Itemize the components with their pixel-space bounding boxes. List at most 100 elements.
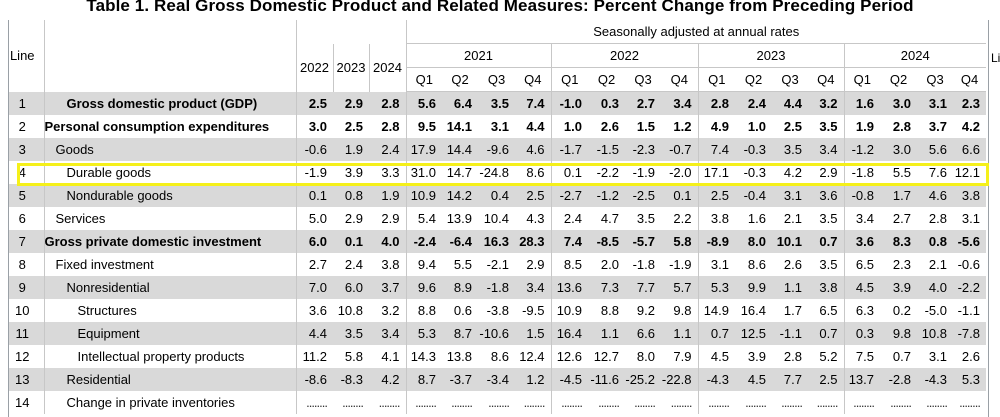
value-cell: 8.8 [417, 303, 436, 318]
value-cell: 3.5 [478, 91, 515, 115]
value-cell: 0.1 [563, 165, 582, 180]
value-cell: 1.9 [333, 138, 369, 161]
row-label: Services [44, 207, 297, 230]
value-cell: 7.7 [772, 368, 808, 391]
value-cell: 28.3 [515, 230, 552, 253]
value-cell: 1.2 [515, 368, 552, 391]
line-number: 10 [9, 299, 45, 322]
annual-year-header: 2022 [296, 43, 334, 92]
value-cell: 9.8 [880, 322, 917, 345]
annual-header-spacer [296, 20, 407, 44]
value-cell: 2.8 [892, 119, 911, 134]
value-cell: 2.8 [783, 349, 802, 364]
value-cell: 2.5 [783, 119, 802, 134]
value-cell: 14.4 [442, 138, 478, 161]
value-cell: 2.9 [333, 91, 369, 115]
quarter-header: Q2 [735, 67, 772, 92]
quarter-header: Q1 [844, 67, 880, 92]
value-cell: 16.4 [740, 303, 766, 318]
value-cell: 3.2 [369, 299, 407, 322]
value-cell: 10.1 [772, 230, 808, 253]
quarter-year-header: 2021 [406, 43, 552, 68]
value-cell: 10.9 [556, 303, 582, 318]
next-table-edge: Li [988, 20, 1000, 417]
value-cell: 9.8 [661, 299, 699, 322]
value-cell: 8.3 [880, 230, 917, 253]
table-row: 11 Equipment 4.4 3.5 3.4 5.3 8.7 -10.6 1.5 16.4 1.… [9, 322, 986, 345]
value-cell: -0.6 [957, 257, 980, 272]
value-cell: 3.8 [808, 276, 845, 299]
value-cell: 5.3 [698, 276, 735, 299]
value-cell: 4.2 [961, 119, 980, 134]
label-column-header [44, 20, 297, 92]
value-cell: -1.2 [844, 138, 880, 161]
value-cell: 2.5 [344, 119, 363, 134]
table-row: 14 Change in private inventories.........… [9, 391, 986, 414]
value-cell: 4.2 [369, 368, 407, 391]
value-cell: ........ [451, 395, 473, 410]
value-cell: -2.3 [625, 138, 661, 161]
value-cell: 0.6 [453, 303, 472, 318]
value-cell: 1.7 [880, 184, 917, 207]
seasonal-note: Seasonally adjusted at annual rates [406, 20, 986, 44]
value-cell: 3.1 [710, 257, 729, 272]
value-cell: 5.5 [892, 165, 911, 180]
quarter-header: Q4 [953, 67, 986, 92]
annual-year-header: 2023 [333, 43, 370, 92]
value-cell: 14.7 [446, 165, 472, 180]
value-cell: 5.3 [953, 368, 986, 391]
value-cell: 8.6 [515, 161, 552, 184]
value-cell: 4.4 [772, 91, 808, 115]
value-cell: 6.5 [808, 299, 845, 322]
value-cell: 4.7 [600, 211, 619, 226]
value-cell: 3.1 [917, 91, 953, 115]
quarter-header: Q3 [917, 67, 953, 92]
value-cell: 3.5 [808, 207, 845, 230]
table-left-border [8, 20, 9, 417]
line-number: 6 [9, 207, 45, 230]
row-label: Change in private inventories [44, 391, 297, 414]
value-cell: 3.3 [369, 161, 407, 184]
line-number: 13 [9, 368, 45, 391]
quarter-header: Q2 [588, 67, 625, 92]
value-cell: 2.8 [369, 91, 407, 115]
value-cell: -8.9 [698, 230, 735, 253]
value-cell: -1.1 [957, 303, 980, 318]
value-cell: 14.2 [442, 184, 478, 207]
value-cell: ........ [415, 395, 437, 410]
value-cell: 14.1 [446, 119, 472, 134]
value-cell: 6.4 [442, 91, 478, 115]
value-cell: 2.8 [369, 115, 407, 138]
value-cell: 10.9 [406, 184, 442, 207]
value-cell: -3.8 [486, 303, 509, 318]
value-cell: ........ [808, 391, 845, 414]
value-cell: ........ [781, 395, 803, 410]
value-cell: -0.7 [661, 138, 699, 161]
value-cell: -2.5 [625, 184, 661, 207]
quarter-header: Q1 [698, 67, 735, 92]
row-label: Fixed investment [44, 253, 297, 276]
table-row: 1 Gross domestic product (GDP) 2.5 2.9 2.8 5.… [9, 91, 986, 115]
value-cell: 0.1 [296, 184, 333, 207]
value-cell: 3.1 [490, 119, 509, 134]
value-cell: 6.6 [953, 138, 986, 161]
annual-year-header: 2024 [369, 43, 407, 92]
table-row: 2 Personal consumption expenditures 3.0 2.5… [9, 115, 986, 138]
value-cell: -0.3 [743, 165, 766, 180]
table-row: 3 Goods -0.6 1.9 2.4 17.9 14.4 -9.6 4.6 -1.7 -1.5-… [9, 138, 986, 161]
value-cell: 1.0 [563, 119, 582, 134]
row-label: Nondurable goods [44, 184, 297, 207]
value-cell: 8.0 [636, 349, 655, 364]
value-cell: 7.9 [661, 345, 699, 368]
value-cell: 2.5 [296, 91, 333, 115]
value-cell: 3.1 [928, 349, 947, 364]
row-label: Gross private domestic investment [44, 230, 297, 253]
value-cell: 5.0 [308, 211, 327, 226]
value-cell: 6.3 [855, 303, 874, 318]
value-cell: 8.9 [442, 276, 478, 299]
value-cell: -4.3 [917, 368, 953, 391]
table-row: 5 Nondurable goods 0.1 0.8 1.9 10.9 14.2 0.4 2.5… [9, 184, 986, 207]
value-cell: 13.8 [446, 349, 472, 364]
value-cell: 0.3 [588, 91, 625, 115]
value-cell: ........ [342, 395, 364, 410]
